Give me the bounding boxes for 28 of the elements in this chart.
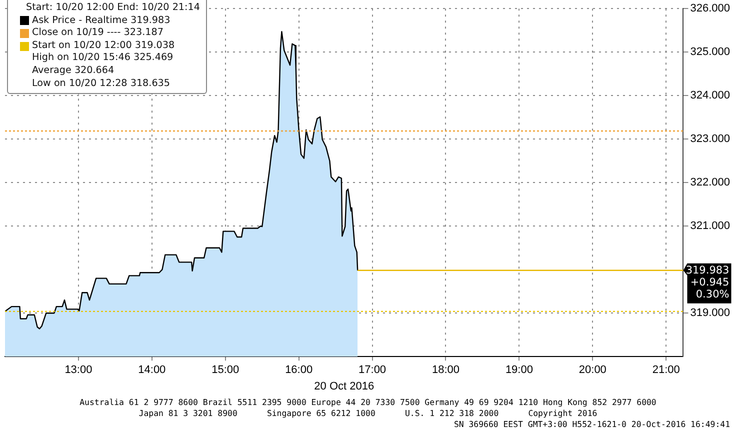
annotation: High on 10/20 15:46 325.469	[32, 52, 174, 65]
legend-label: Ask Price - Realtime 319.983	[32, 14, 170, 28]
annotation: Average 320.664	[32, 64, 114, 78]
x-tick-label: 21:00	[652, 364, 680, 376]
x-tick-label: 19:00	[505, 364, 533, 376]
legend-label: Close on 10/19 ---- 323.187	[32, 27, 164, 40]
y-tick-label: 326.000	[690, 2, 730, 15]
legend-label: Start on 10/20 12:00 319.038	[32, 40, 175, 52]
y-tick-label: 319.000	[690, 307, 730, 320]
x-tick-label: 14:00	[138, 364, 166, 376]
legend-title: Start: 10/20 12:00 End: 10/20 21:14	[25, 2, 200, 15]
x-tick-label: 16:00	[285, 364, 313, 376]
text: Australia 61 2 9777 8600 Brazil 5511 2395 9000 Europe 44 20 7330 7500 Germany 49 69 9204 1210 Hong Kong 852 2977 6000	[78, 397, 658, 408]
text: Japan 81 3 3201 8900 Singapore 65 6212 1000 U.S. 1 212 318 2000 Copyright 2016	[138, 408, 598, 419]
y-tick-label: 322.000	[690, 176, 730, 189]
ref-line-label: 319.983 +0.945 0.30%	[686, 264, 730, 300]
x-tick-label: 20:00	[578, 364, 606, 376]
annotation: Low on 10/20 12:28 318.635	[32, 78, 170, 90]
y-tick-label: 324.000	[690, 90, 730, 102]
text: SN 369660 EEST GMT+3:00 H552-1621-0 20-Oct-2016 16:49:41	[452, 419, 731, 430]
x-tick-label: 18:00	[432, 364, 460, 376]
y-tick-label: 321.000	[690, 220, 730, 232]
x-axis-title: 20 Oct 2016	[314, 380, 374, 392]
x-tick-label: 17:00	[358, 364, 386, 376]
x-tick-label: 15:00	[212, 364, 240, 376]
y-tick-label: 325.000	[690, 46, 730, 58]
y-tick-label: 323.000	[690, 133, 730, 146]
x-tick-label: 13:00	[64, 364, 92, 376]
